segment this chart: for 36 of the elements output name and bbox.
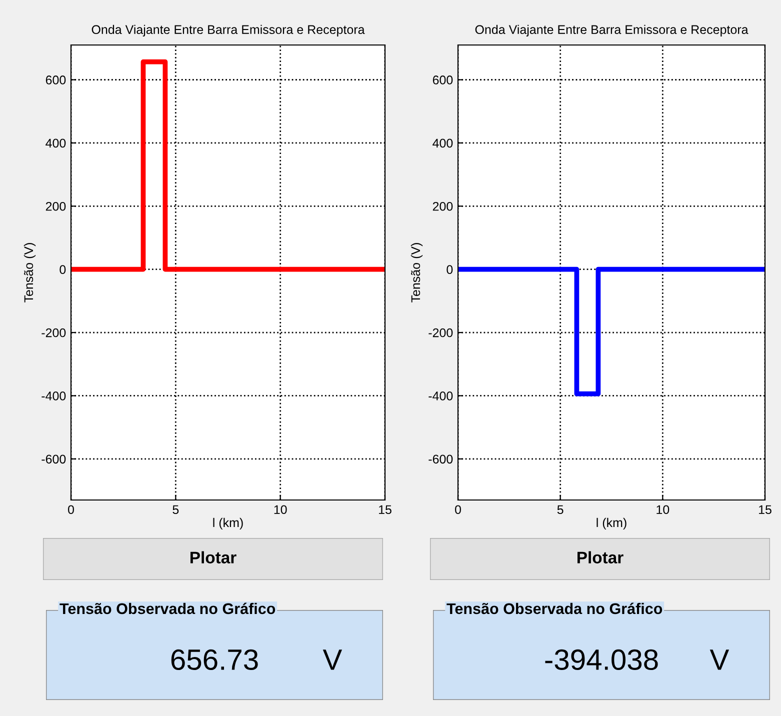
x-axis-title: l (km) bbox=[213, 518, 243, 530]
x-tick-label: 15 bbox=[759, 505, 772, 514]
x-tick-label: 5 bbox=[172, 505, 179, 514]
x-tick-label: 10 bbox=[274, 505, 287, 514]
y-tick-label: -400 bbox=[42, 392, 66, 400]
text: Plotar bbox=[190, 551, 236, 564]
x-tick-label: 15 bbox=[379, 505, 392, 514]
text: V bbox=[322, 650, 342, 670]
text: 656.73 bbox=[171, 649, 258, 670]
x-tick-label: 10 bbox=[656, 505, 670, 514]
y-tick-label: 400 bbox=[46, 138, 66, 148]
text: -394.038 bbox=[545, 649, 658, 670]
y-tick-label: -200 bbox=[42, 328, 66, 338]
x-tick-label: 5 bbox=[557, 505, 564, 514]
y-tick-label: 0 bbox=[60, 265, 66, 274]
text: Plotar bbox=[578, 551, 624, 564]
y-tick-label: 400 bbox=[432, 138, 453, 148]
y-tick-label: 600 bbox=[432, 76, 453, 84]
y-tick-label: 600 bbox=[46, 76, 66, 84]
x-tick-label: 0 bbox=[68, 505, 74, 514]
y-axis-title: Tensão (V) bbox=[24, 243, 36, 302]
text: Tensão Observada no Gráfico bbox=[446, 602, 662, 614]
x-tick-label: 0 bbox=[455, 505, 461, 514]
text: Tensão Observada no Gráfico bbox=[60, 602, 276, 614]
chart-title: Onda Viajante Entre Barra Emissora e Receptora bbox=[475, 24, 748, 36]
text: V bbox=[710, 650, 730, 670]
y-tick-label: 0 bbox=[446, 265, 453, 274]
y-tick-label: 200 bbox=[432, 202, 453, 211]
y-tick-label: -600 bbox=[428, 454, 453, 464]
y-tick-label: 200 bbox=[46, 202, 66, 211]
y-tick-label: -200 bbox=[428, 328, 453, 338]
y-tick-label: -400 bbox=[428, 392, 453, 400]
x-axis-title: l (km) bbox=[596, 518, 626, 530]
chart-title: Onda Viajante Entre Barra Emissora e Receptora bbox=[92, 24, 365, 36]
y-tick-label: -600 bbox=[42, 454, 66, 464]
y-axis-title: Tensão (V) bbox=[410, 243, 423, 302]
